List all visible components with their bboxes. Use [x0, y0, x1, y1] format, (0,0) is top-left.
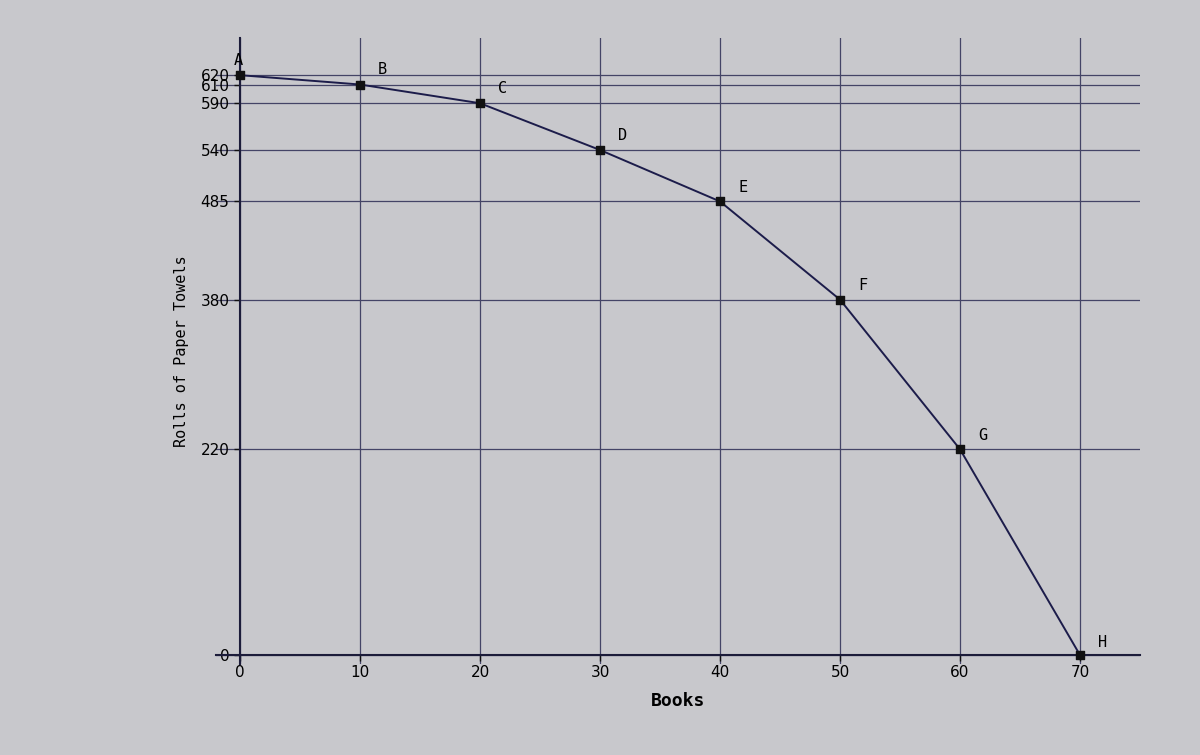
X-axis label: Books: Books — [650, 692, 706, 710]
Text: G: G — [978, 428, 988, 442]
Text: C: C — [498, 81, 508, 96]
Text: B: B — [378, 62, 388, 77]
Point — [230, 69, 250, 82]
Text: E: E — [738, 180, 748, 195]
Text: A: A — [234, 53, 244, 68]
Point — [1070, 649, 1090, 661]
Point — [590, 144, 610, 156]
Text: F: F — [858, 278, 868, 293]
Point — [830, 294, 850, 306]
Point — [350, 79, 370, 91]
Text: H: H — [1098, 636, 1108, 650]
Text: D: D — [618, 128, 628, 143]
Point — [470, 97, 490, 109]
Point — [950, 443, 970, 455]
Point — [710, 196, 730, 208]
Y-axis label: Rolls of Paper Towels: Rolls of Paper Towels — [174, 255, 190, 447]
